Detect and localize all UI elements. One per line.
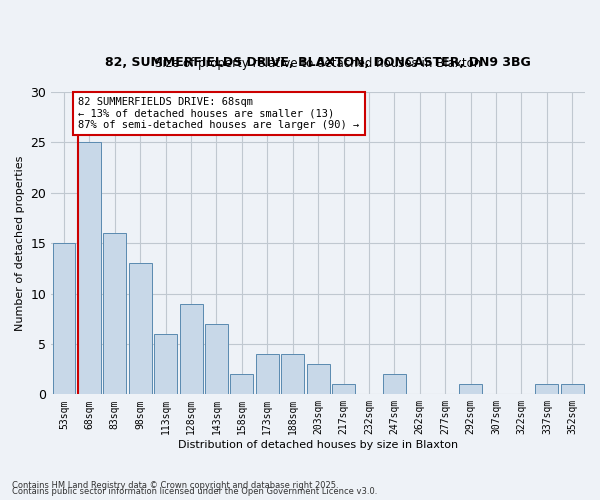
Bar <box>205 324 228 394</box>
Text: 82, SUMMERFIELDS DRIVE, BLAXTON, DONCASTER, DN9 3BG: 82, SUMMERFIELDS DRIVE, BLAXTON, DONCAST… <box>105 56 531 69</box>
Bar <box>281 354 304 395</box>
Bar <box>129 264 152 394</box>
Bar <box>307 364 329 394</box>
Bar <box>230 374 253 394</box>
Text: Contains public sector information licensed under the Open Government Licence v3: Contains public sector information licen… <box>12 487 377 496</box>
Text: 82 SUMMERFIELDS DRIVE: 68sqm
← 13% of detached houses are smaller (13)
87% of se: 82 SUMMERFIELDS DRIVE: 68sqm ← 13% of de… <box>79 97 360 130</box>
Bar <box>383 374 406 394</box>
Bar <box>154 334 177 394</box>
Bar <box>256 354 279 395</box>
Bar <box>179 304 203 394</box>
Bar <box>535 384 559 394</box>
Bar <box>332 384 355 394</box>
Bar <box>459 384 482 394</box>
Bar <box>103 233 126 394</box>
Text: Contains HM Land Registry data © Crown copyright and database right 2025.: Contains HM Land Registry data © Crown c… <box>12 481 338 490</box>
Y-axis label: Number of detached properties: Number of detached properties <box>15 156 25 331</box>
Bar <box>561 384 584 394</box>
Title: Size of property relative to detached houses in Blaxton: Size of property relative to detached ho… <box>155 57 481 70</box>
X-axis label: Distribution of detached houses by size in Blaxton: Distribution of detached houses by size … <box>178 440 458 450</box>
Bar <box>78 142 101 394</box>
Bar <box>53 243 76 394</box>
